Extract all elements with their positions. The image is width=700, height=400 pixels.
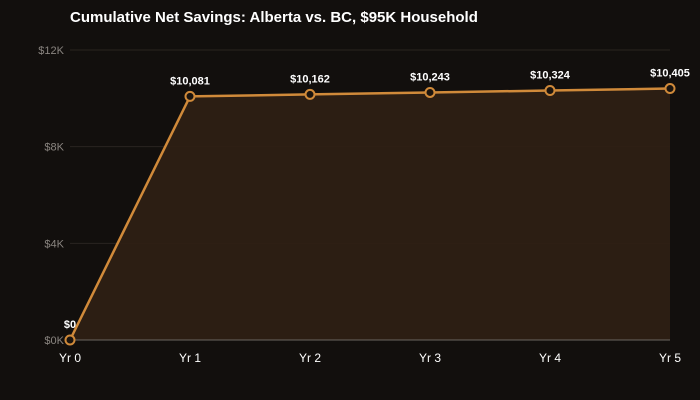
data-point	[304, 88, 316, 100]
x-tick-label: Yr 2	[299, 351, 321, 365]
data-points	[64, 83, 676, 346]
data-point	[664, 83, 676, 95]
data-label: $0	[64, 319, 76, 331]
data-label: $10,081	[170, 75, 210, 87]
x-axis-ticks: Yr 0 Yr 1 Yr 2 Yr 3 Yr 4 Yr 5	[59, 351, 681, 365]
y-tick-label: $12K	[38, 45, 64, 57]
data-point	[544, 85, 556, 97]
data-point	[184, 90, 196, 102]
data-point	[64, 334, 76, 346]
data-label: $10,162	[290, 73, 330, 85]
data-point	[424, 86, 436, 98]
data-label: $10,243	[410, 71, 450, 83]
y-tick-label: $0K	[44, 335, 64, 347]
data-label: $10,324	[530, 70, 571, 82]
x-tick-label: Yr 3	[419, 351, 441, 365]
series-line	[68, 87, 671, 341]
y-axis-ticks: $0K $4K $8K $12K	[38, 45, 64, 347]
data-label: $10,405	[650, 68, 690, 80]
data-labels: $0 $10,081 $10,162 $10,243 $10,324 $10,405	[64, 68, 690, 331]
y-tick-label: $8K	[44, 142, 64, 154]
x-tick-label: Yr 4	[539, 351, 561, 365]
area-fill	[70, 88, 670, 340]
x-tick-label: Yr 5	[659, 351, 681, 365]
y-tick-label: $4K	[44, 238, 64, 250]
x-tick-label: Yr 1	[179, 351, 201, 365]
chart-title: Cumulative Net Savings: Alberta vs. BC, …	[70, 9, 478, 26]
x-tick-label: Yr 0	[59, 351, 81, 365]
